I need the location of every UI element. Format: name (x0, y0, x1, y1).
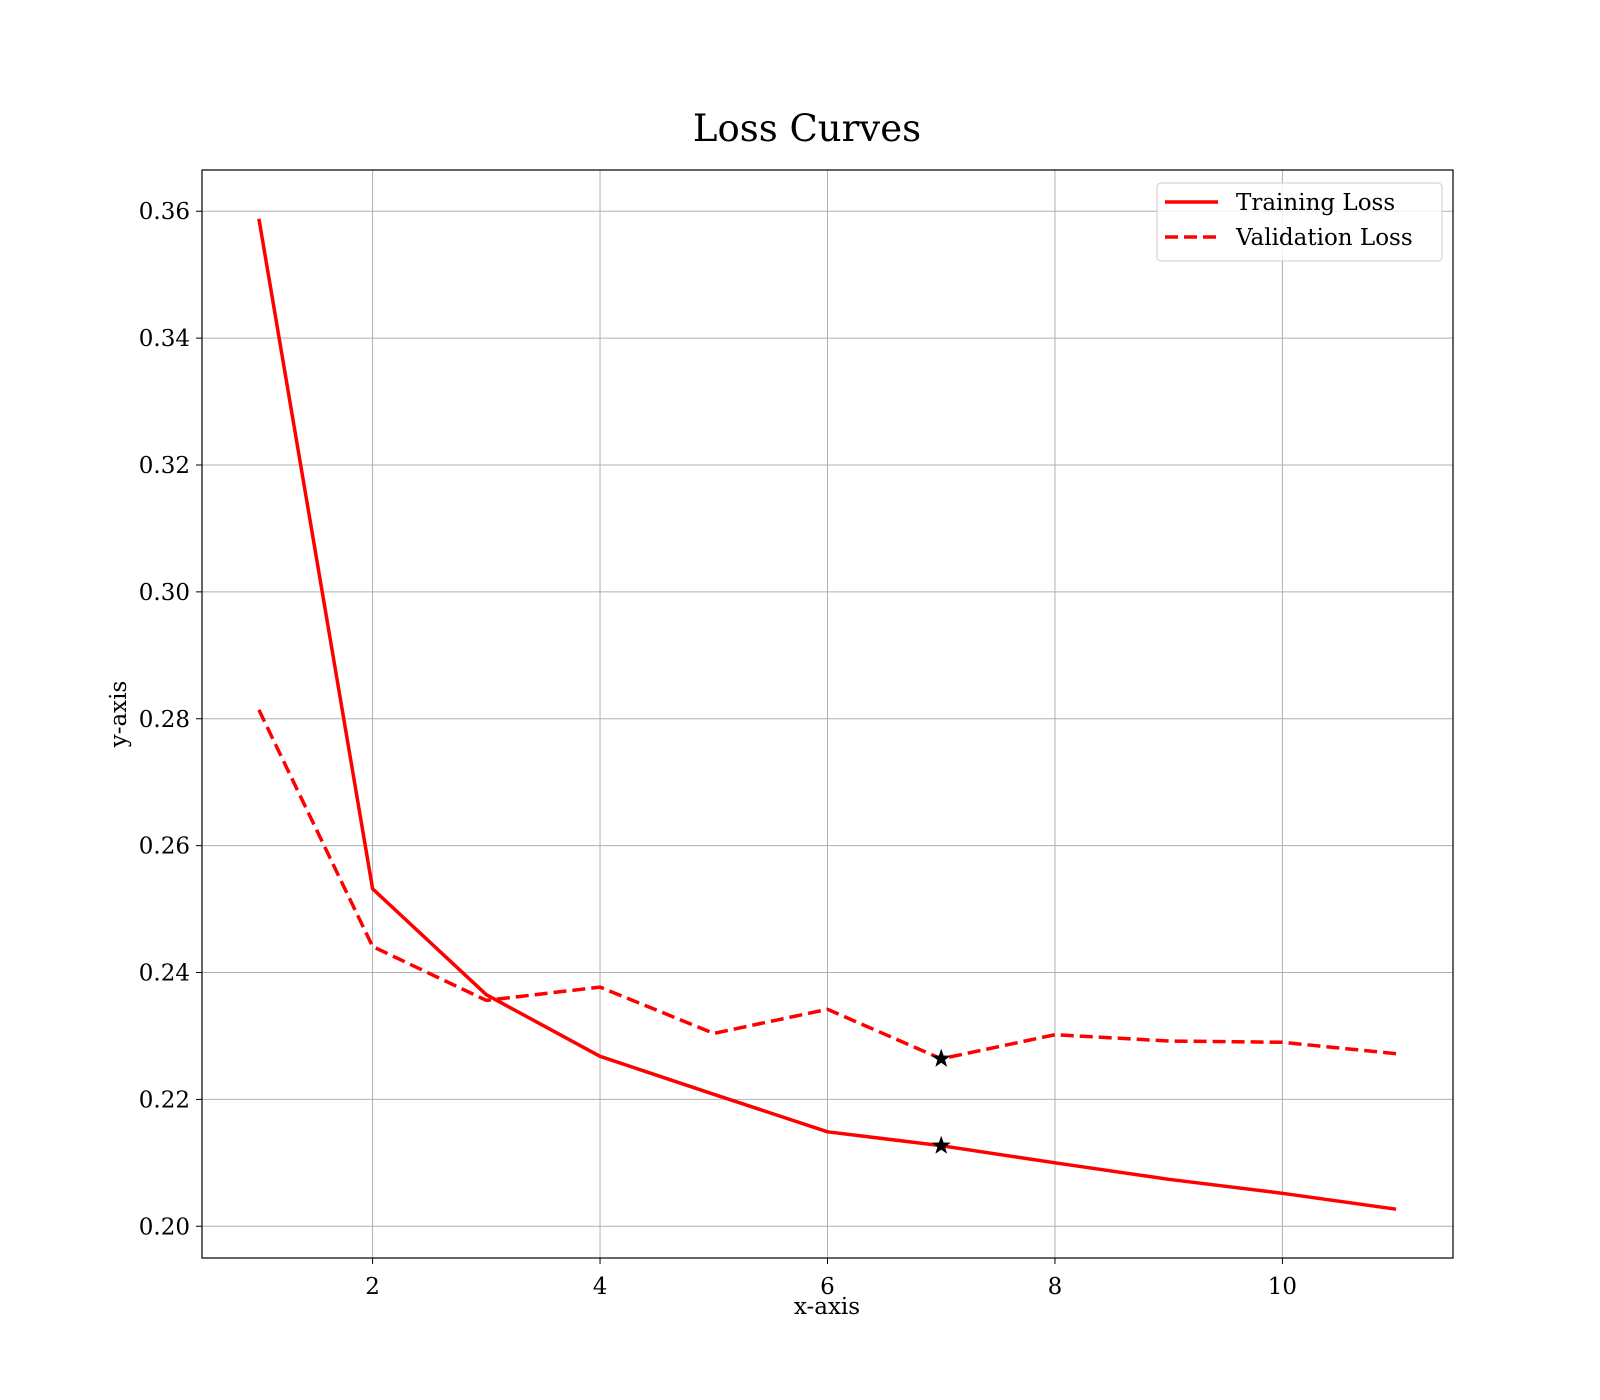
grid-layer (202, 170, 1453, 1258)
series-line-training-loss (257, 218, 1397, 1211)
y-axis-ticks: 0.20 0.22 0.24 0.26 0.28 0.30 0.32 0.34 0.36 (139, 199, 202, 1240)
x-axis-ticks: 2 4 6 8 10 (365, 1258, 1297, 1300)
y-tick-label: 0.30 (139, 580, 190, 606)
x-tick-label: 8 (1048, 1274, 1063, 1300)
x-tick-label: 6 (820, 1274, 835, 1300)
legend-label-validation: Validation Loss (1235, 225, 1413, 251)
legend-label-training: Training Loss (1236, 190, 1395, 216)
y-tick-label: 0.32 (139, 453, 190, 479)
y-tick-label: 0.20 (139, 1214, 190, 1240)
y-tick-label: 0.34 (139, 326, 190, 352)
y-tick-label: 0.24 (139, 961, 190, 987)
x-tick-label: 2 (365, 1274, 380, 1300)
x-tick-label: 4 (593, 1274, 608, 1300)
y-tick-label: 0.28 (139, 707, 190, 733)
legend-box (1156, 182, 1443, 262)
series-line-validation-loss (257, 709, 1397, 1061)
x-axis-label: x-axis (794, 1294, 860, 1320)
chart-title: Loss Curves (693, 107, 921, 150)
series-layer (257, 218, 1397, 1211)
y-tick-label: 0.22 (139, 1087, 190, 1113)
legend: Training Loss Validation Loss (1156, 182, 1443, 262)
y-tick-label: 0.36 (139, 199, 190, 225)
best-epoch-star-marker (931, 1135, 951, 1154)
x-tick-label: 10 (1268, 1274, 1297, 1300)
y-tick-label: 0.26 (139, 834, 190, 860)
best-epoch-star-marker (931, 1048, 951, 1067)
y-axis-label: y-axis (106, 681, 132, 749)
marker-layer (931, 1048, 951, 1154)
